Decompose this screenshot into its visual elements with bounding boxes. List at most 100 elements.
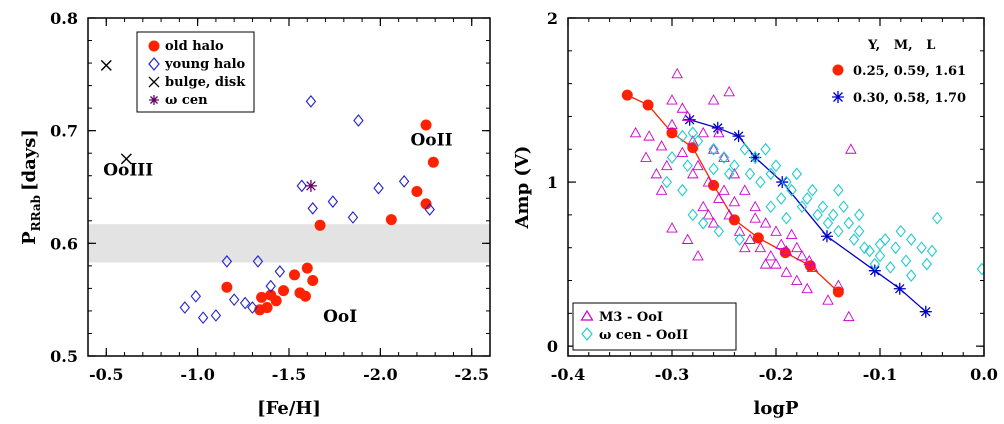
data-point bbox=[796, 200, 808, 214]
data-point bbox=[692, 249, 704, 261]
data-point bbox=[744, 233, 756, 244]
data-point bbox=[676, 102, 689, 113]
data-point bbox=[853, 224, 865, 238]
data-point bbox=[621, 89, 633, 101]
data-point bbox=[687, 167, 699, 179]
data-point bbox=[807, 183, 818, 197]
data-point bbox=[676, 146, 689, 157]
series-bulge-disk bbox=[100, 59, 132, 165]
data-point bbox=[687, 135, 699, 146]
data-point bbox=[687, 208, 699, 222]
y-tick-label: 0 bbox=[547, 337, 558, 356]
data-point bbox=[845, 143, 857, 154]
data-point bbox=[848, 233, 860, 246]
data-point bbox=[893, 282, 906, 295]
data-point bbox=[739, 241, 751, 253]
data-point bbox=[661, 175, 673, 189]
right-plot-frame bbox=[567, 17, 985, 357]
data-point bbox=[926, 244, 938, 258]
data-point bbox=[100, 59, 112, 71]
data-point bbox=[801, 282, 813, 294]
right-y-axis-label: Amp (V) bbox=[512, 146, 533, 230]
data-point bbox=[666, 127, 678, 139]
data-point bbox=[252, 254, 264, 268]
y-tick-label: 1 bbox=[547, 173, 558, 192]
data-point bbox=[838, 200, 849, 214]
data-point bbox=[655, 140, 668, 151]
data-point bbox=[822, 216, 834, 230]
x-tick-label: -0.1 bbox=[863, 365, 897, 384]
data-point bbox=[723, 85, 735, 97]
data-point bbox=[373, 181, 384, 195]
data-point bbox=[697, 216, 709, 230]
legend-old-halo-label: old halo bbox=[165, 39, 224, 54]
data-point bbox=[708, 162, 719, 176]
data-point bbox=[765, 167, 777, 181]
data-point bbox=[713, 192, 725, 203]
data-point bbox=[707, 217, 720, 228]
data-point bbox=[707, 143, 720, 154]
annotation-ooii: OoII bbox=[410, 130, 452, 150]
left-y-axis-label-sub: RRab bbox=[29, 195, 43, 231]
series-cen-ooii bbox=[661, 126, 984, 282]
left-legend: old halo young halo bulge, disk ω cen bbox=[136, 31, 255, 113]
data-point bbox=[411, 186, 423, 198]
legend-young-halo-marker bbox=[148, 57, 160, 71]
data-point bbox=[642, 99, 654, 111]
data-point bbox=[398, 174, 410, 188]
data-point bbox=[692, 134, 704, 148]
data-point bbox=[221, 281, 233, 293]
data-point bbox=[843, 216, 855, 230]
data-point bbox=[833, 224, 844, 238]
series-line bbox=[689, 119, 927, 313]
data-point bbox=[817, 200, 829, 214]
data-point bbox=[265, 279, 276, 293]
data-point bbox=[274, 265, 286, 278]
x-tick-label: -1.5 bbox=[272, 365, 306, 384]
legend-model-1-marker bbox=[832, 64, 844, 76]
legend-model-2-label: 0.30, 0.58, 1.70 bbox=[853, 91, 966, 106]
data-point bbox=[190, 289, 202, 303]
data-point bbox=[749, 212, 761, 223]
data-point bbox=[734, 233, 745, 246]
data-point bbox=[424, 203, 435, 216]
x-tick-label: -0.3 bbox=[655, 365, 689, 384]
data-point bbox=[879, 233, 891, 246]
data-point bbox=[749, 151, 762, 164]
data-point bbox=[327, 195, 339, 209]
data-point bbox=[256, 291, 268, 303]
data-point bbox=[900, 254, 912, 268]
series-old-halo bbox=[221, 119, 439, 316]
data-point bbox=[827, 208, 839, 222]
data-point bbox=[707, 94, 720, 105]
legend-m3-marker bbox=[580, 309, 594, 321]
series-m3-ooi bbox=[629, 67, 857, 322]
data-point bbox=[683, 113, 696, 126]
data-point bbox=[179, 301, 191, 314]
data-point bbox=[643, 130, 655, 141]
x-tick-label: -1.0 bbox=[180, 365, 214, 384]
x-tick-label: -0.2 bbox=[759, 365, 793, 384]
data-point bbox=[739, 142, 751, 156]
data-point bbox=[629, 126, 642, 138]
data-point bbox=[666, 222, 678, 233]
data-point bbox=[661, 159, 673, 171]
data-point bbox=[729, 159, 740, 173]
left-y-axis-label-unit: [days] bbox=[19, 129, 40, 191]
legend-omega-cen-marker bbox=[149, 95, 159, 105]
data-point bbox=[749, 200, 761, 212]
data-point bbox=[385, 214, 397, 226]
data-point bbox=[822, 294, 834, 305]
data-point bbox=[723, 167, 735, 181]
data-point bbox=[869, 257, 881, 271]
data-point bbox=[718, 151, 730, 164]
data-point bbox=[307, 202, 318, 215]
data-point bbox=[806, 261, 819, 272]
data-point bbox=[640, 151, 652, 162]
data-point bbox=[728, 195, 741, 207]
data-point bbox=[859, 241, 870, 255]
legend-bulge-disk-label: bulge, disk bbox=[165, 75, 246, 90]
data-point bbox=[744, 167, 756, 181]
data-point bbox=[711, 121, 724, 134]
